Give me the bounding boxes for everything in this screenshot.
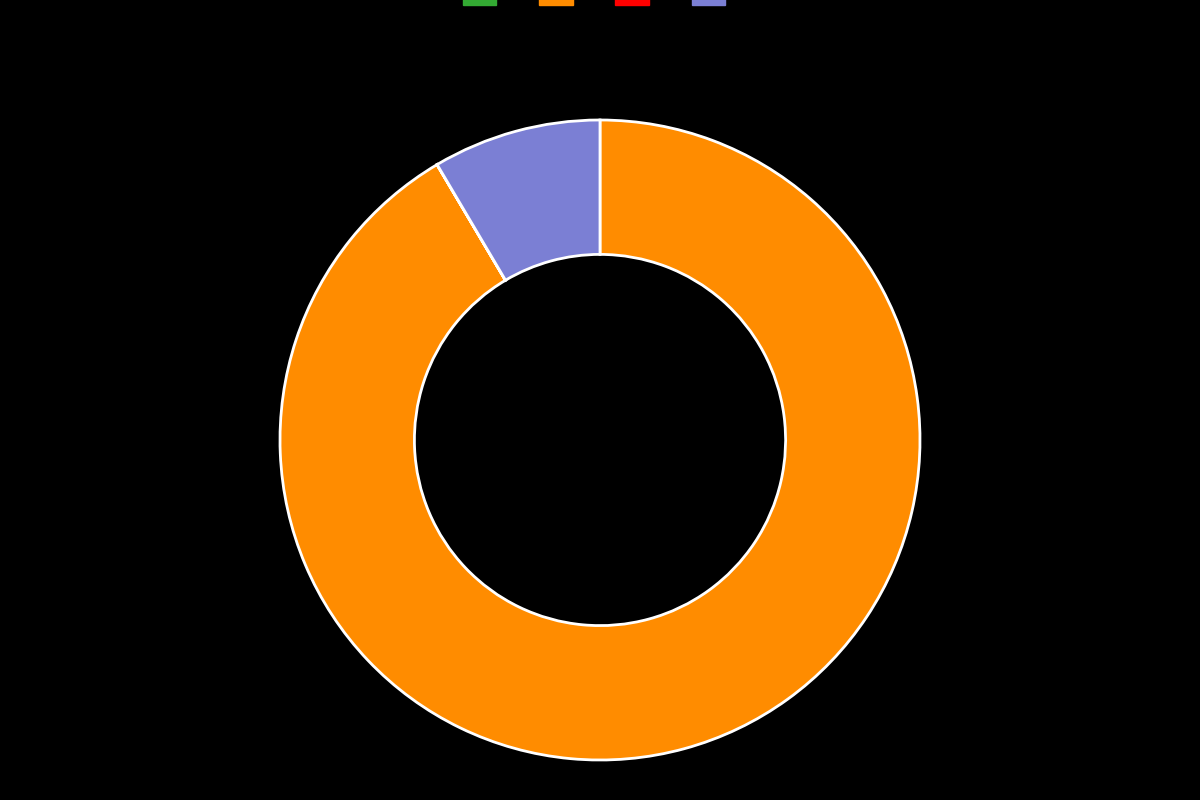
Wedge shape [437,120,600,280]
Wedge shape [437,165,505,280]
Wedge shape [280,120,920,760]
Legend: , , , : , , , [462,0,738,6]
Wedge shape [437,165,505,280]
